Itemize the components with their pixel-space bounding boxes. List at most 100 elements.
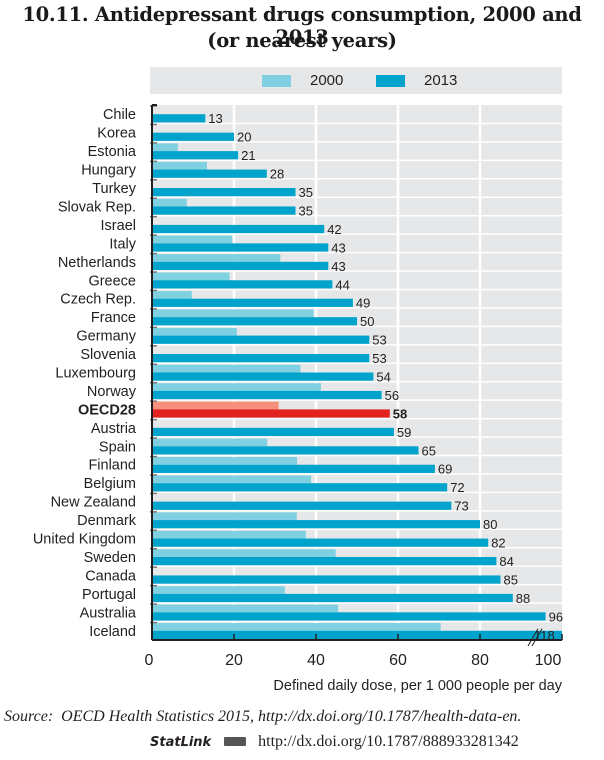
legend-swatch-2000: [262, 75, 291, 87]
bar-2013: [152, 114, 206, 123]
bar-2013: [152, 372, 374, 381]
data-label: 82: [491, 536, 505, 551]
category-label: Finland: [88, 458, 136, 474]
category-label: Czech Rep.: [60, 292, 136, 308]
data-label: 35: [299, 203, 313, 218]
bar-2013: [152, 538, 489, 547]
category-label: Canada: [85, 568, 137, 584]
chart-title: 10.11. Antidepressant drugs consumption,…: [22, 3, 582, 49]
bar-2000: [152, 198, 187, 207]
data-label: 35: [299, 185, 313, 200]
bar-2000: [152, 327, 237, 336]
bar-2013: [152, 390, 382, 400]
legend-swatch-2013: [376, 75, 405, 87]
statlink-url[interactable]: http://dx.doi.org/10.1787/888933281342: [258, 733, 519, 750]
bar-2013: [152, 464, 435, 473]
data-label: 50: [360, 314, 374, 329]
category-label: Spain: [99, 439, 136, 455]
bar-2000: [152, 530, 306, 539]
category-label: Greece: [88, 273, 136, 289]
data-label: 28: [270, 167, 284, 182]
data-label: 53: [372, 333, 386, 348]
source-note: Source: OECD Health Statistics 2015, htt…: [4, 708, 521, 726]
data-label: 80: [483, 517, 497, 532]
bar-2013: [152, 151, 239, 160]
category-label: Netherlands: [58, 255, 136, 271]
x-tick-label: 40: [307, 652, 325, 669]
data-label: 56: [385, 388, 399, 403]
x-tick-label: 20: [225, 652, 243, 669]
data-label: 43: [331, 259, 345, 274]
bar-2013: [152, 630, 562, 639]
bar-2000: [152, 143, 178, 152]
category-label: Hungary: [81, 163, 137, 179]
bar-2013: [152, 188, 296, 197]
x-tick-label: 100: [535, 652, 562, 669]
category-label: Denmark: [77, 513, 137, 529]
category-label: Sweden: [84, 550, 136, 566]
data-label: 72: [450, 480, 464, 495]
bar-2013: [152, 280, 333, 289]
category-label: Estonia: [88, 144, 137, 160]
axis-break-mark: [531, 628, 543, 647]
data-label: 44: [335, 277, 349, 292]
category-label: Luxembourg: [55, 366, 136, 382]
bar-2013: [152, 575, 501, 584]
bar-2013: [152, 409, 390, 418]
bar-2013: [152, 354, 370, 363]
bar-2000: [152, 272, 230, 281]
statlink: StatLink http://dx.doi.org/10.1787/88893…: [150, 733, 519, 751]
category-label: Germany: [76, 329, 136, 345]
bar-2013: [152, 206, 296, 215]
bar-2000: [152, 401, 279, 410]
bar-2000: [152, 623, 441, 631]
data-label: 49: [356, 296, 370, 311]
category-label: Slovak Rep.: [58, 199, 136, 215]
bar-chart: Chile 13 Korea 20 Estonia 21 Hungary 28 Turkey 35…: [33, 104, 563, 694]
bar-2013: [152, 501, 452, 510]
bar-2013: [152, 132, 234, 141]
category-label: OECD28: [78, 402, 136, 418]
bar-2013: [152, 593, 513, 603]
data-label: 54: [376, 370, 390, 385]
bar-2013: [152, 335, 370, 344]
bar-2013: [152, 520, 480, 529]
bar-2000: [152, 549, 336, 557]
data-label: 58: [393, 406, 407, 421]
bar-2000: [152, 457, 298, 465]
category-label: Portugal: [82, 587, 136, 603]
category-label: Korea: [97, 126, 137, 142]
category-label: Israel: [101, 218, 136, 234]
bar-2000: [152, 161, 207, 170]
bar-2000: [152, 475, 312, 484]
x-tick-label: 60: [389, 652, 407, 669]
bar-2013: [152, 612, 546, 621]
bar-2000: [152, 364, 301, 373]
source-prefix: Source:: [4, 708, 54, 725]
data-label: 43: [331, 240, 345, 255]
bar-2013: [152, 483, 448, 492]
legend-label-2013: 2013: [424, 72, 458, 89]
data-label: 42: [327, 222, 341, 237]
data-label: 13: [208, 111, 222, 126]
bar-2013: [152, 446, 419, 455]
source-text: OECD Health Statistics 2015, http://dx.d…: [61, 708, 522, 725]
bar-2013: [152, 169, 267, 178]
statlink-label: StatLink: [150, 735, 212, 750]
category-label: New Zealand: [51, 495, 136, 511]
bar-2000: [152, 586, 285, 594]
category-label: Italy: [109, 236, 136, 252]
bar-2013: [152, 243, 329, 252]
bar-2000: [152, 383, 321, 391]
category-label: Slovenia: [80, 347, 137, 363]
data-label: 20: [237, 130, 251, 145]
category-label: Belgium: [84, 476, 136, 492]
bar-2013: [152, 317, 357, 326]
axis-break-mark: [527, 628, 539, 647]
data-label: 84: [499, 554, 513, 569]
data-label: 21: [241, 148, 255, 163]
data-label: 96: [549, 609, 563, 624]
category-label: Iceland: [89, 624, 136, 640]
x-tick-label: 0: [145, 652, 154, 669]
bar-2000: [152, 604, 339, 613]
